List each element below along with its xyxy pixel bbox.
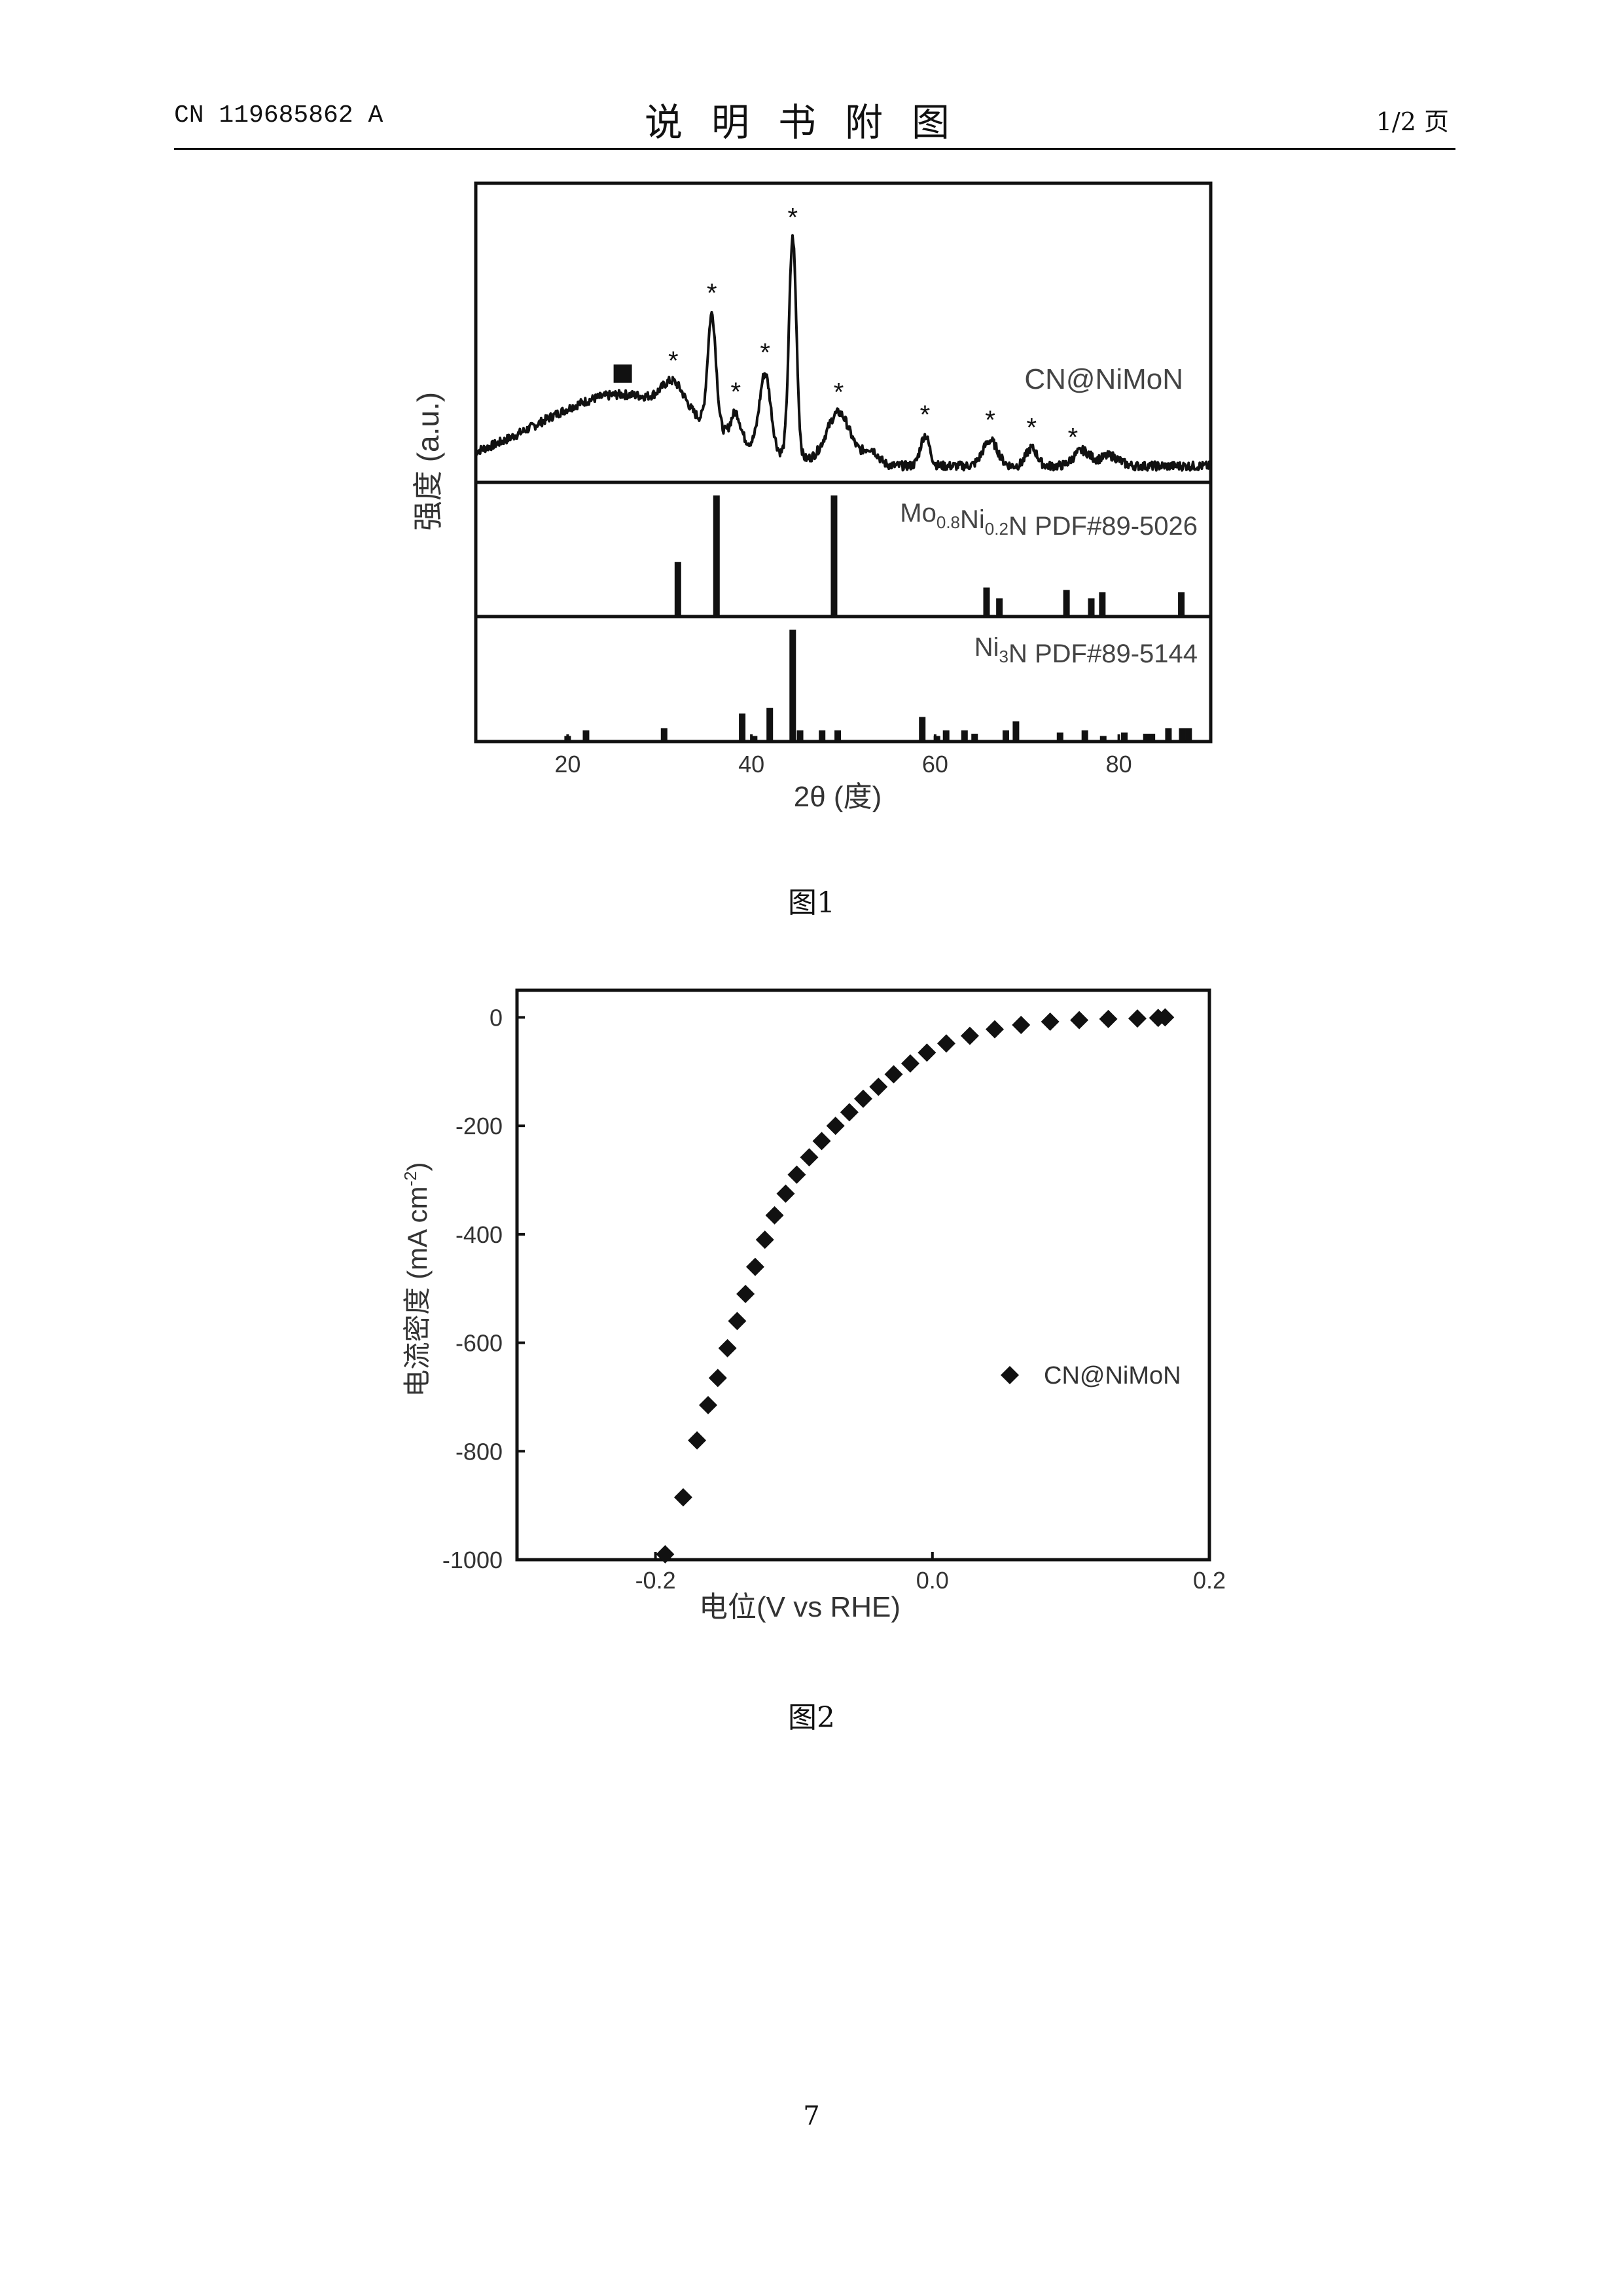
data-point-25 — [986, 1020, 1004, 1039]
figure-2-caption: 图2 — [0, 1694, 1623, 1736]
data-point-28 — [1070, 1011, 1088, 1030]
fig2-ytick-label-6: -1000 — [442, 1547, 503, 1573]
polarization-figure: 0 -200 -400 -600 -800 -1000 -0.2 0.0 0.2 CN@NiMoN… — [0, 0, 1623, 1676]
data-point-30 — [1128, 1009, 1147, 1028]
data-point-27 — [1041, 1013, 1060, 1031]
fig2-plot-frame — [517, 990, 1209, 1560]
data-point-3 — [688, 1431, 706, 1450]
fig2-xtick-label-2: 0.0 — [916, 1567, 949, 1594]
fig2-ytick-label-5: -800 — [455, 1438, 503, 1465]
data-point-12 — [777, 1185, 795, 1203]
legend-marker — [1001, 1366, 1019, 1384]
data-point-26 — [1012, 1016, 1030, 1034]
data-point-21 — [901, 1054, 919, 1073]
fig2-xtick-label-3: 0.2 — [1193, 1567, 1226, 1594]
fig2-xtick-label-1: -0.2 — [635, 1567, 676, 1594]
fig2-ytick-label-2: -200 — [455, 1113, 503, 1139]
data-point-20 — [885, 1065, 903, 1083]
fig2-y-axis-label-sup: -2 — [401, 1171, 420, 1186]
fig2-y-axis-label-close: ) — [402, 1162, 433, 1171]
data-point-22 — [918, 1043, 936, 1062]
data-point-23 — [937, 1034, 955, 1052]
data-point-6 — [719, 1339, 737, 1357]
data-point-10 — [756, 1230, 774, 1249]
fig2-x-axis-label: 电位(V vs RHE) — [699, 1591, 901, 1623]
page-number: 7 — [0, 2101, 1623, 2131]
data-point-4 — [699, 1396, 717, 1414]
fig2-ytick-label-4: -600 — [455, 1330, 503, 1357]
fig2-ytick-label-3: -400 — [455, 1221, 503, 1248]
data-point-8 — [736, 1285, 755, 1303]
data-point-14 — [800, 1148, 818, 1166]
data-point-2 — [674, 1488, 692, 1507]
data-point-7 — [728, 1312, 746, 1330]
legend-label: CN@NiMoN — [1044, 1362, 1181, 1390]
data-point-13 — [787, 1166, 806, 1184]
data-point-16 — [827, 1117, 845, 1135]
data-point-18 — [854, 1090, 872, 1108]
fig2-y-axis-label: 电流密度 (mA cm-2) — [401, 1162, 433, 1397]
data-point-5 — [709, 1369, 727, 1387]
data-point-17 — [840, 1103, 859, 1121]
data-point-11 — [766, 1206, 784, 1225]
data-point-24 — [961, 1027, 979, 1045]
fig2-y-axis-label-main: 电流密度 (mA cm — [402, 1187, 433, 1397]
fig2-ytick-label-1: 0 — [490, 1004, 503, 1031]
data-point-29 — [1099, 1010, 1118, 1028]
data-point-9 — [746, 1258, 764, 1276]
data-point-19 — [869, 1077, 887, 1096]
data-point-15 — [813, 1132, 831, 1150]
